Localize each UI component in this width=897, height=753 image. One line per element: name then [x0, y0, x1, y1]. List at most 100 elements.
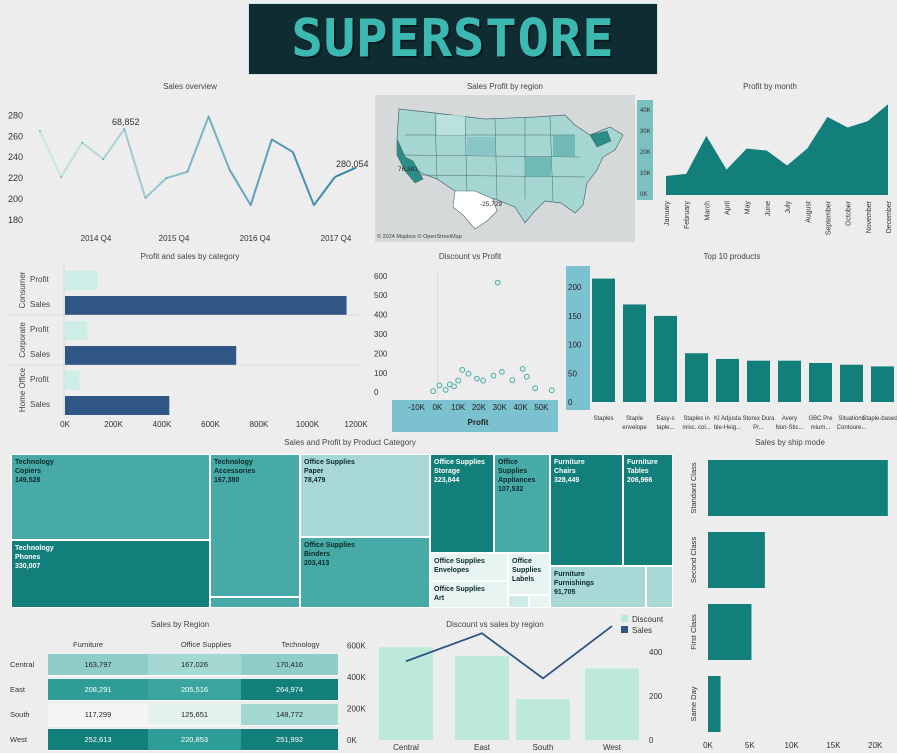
x-tick-label: 2017 Q4 — [321, 234, 352, 243]
y-tick-label: 260 — [8, 131, 23, 141]
line-segment — [334, 166, 357, 178]
product-label: Easy-s — [656, 416, 674, 422]
treemap-label: Paper — [304, 468, 324, 475]
line-segment — [186, 116, 210, 173]
treemap-label: Envelopes — [434, 567, 470, 574]
product-label: Situations — [838, 416, 864, 422]
line-segment — [144, 177, 168, 199]
y-tick-label-right: 400 — [649, 648, 663, 657]
table-column-header: Technology — [281, 640, 320, 649]
month-tick-label: March — [704, 201, 711, 221]
data-point — [60, 176, 62, 178]
treemap-label: Copiers — [15, 468, 42, 475]
discount-bar — [379, 647, 433, 740]
scatter-point — [451, 383, 457, 390]
measure-label: Sales — [30, 300, 50, 309]
table-row-label: Central — [10, 660, 35, 669]
sales-profit-map[interactable] — [375, 95, 665, 245]
treemap-cell-small — [646, 566, 673, 608]
product-bar — [747, 360, 770, 402]
x-tick-label: 0K — [60, 420, 70, 429]
treemap-label: Chairs — [554, 468, 576, 475]
treemap-value: 223,844 — [434, 477, 460, 484]
treemap-label: Office Supplies — [498, 459, 528, 475]
y-tick-label: 0 — [568, 398, 573, 407]
product-bar — [654, 315, 677, 402]
scatter-point — [473, 375, 480, 382]
treemap-label: Furniture — [554, 459, 585, 466]
treemap-value: 107,532 — [498, 486, 524, 493]
month-tick-label: August — [805, 201, 812, 223]
scatter-point — [509, 377, 516, 384]
top10-title: Top 10 products — [703, 252, 761, 261]
y-tick-label: 200 — [568, 283, 582, 292]
state-shading — [437, 115, 575, 177]
x-tick-label: 0K — [432, 403, 442, 412]
data-point — [355, 166, 357, 169]
line-segment — [81, 141, 104, 161]
ship-mode-label: Standard Class — [689, 462, 698, 514]
x-tick-label: 5K — [745, 741, 755, 750]
product-label: taple... — [656, 425, 674, 431]
y-tick-label: 240 — [8, 152, 23, 162]
profit-by-month-chart: January February March April May June July Augu… — [664, 104, 893, 235]
treemap-label: Art — [434, 595, 445, 602]
product-bar — [685, 353, 708, 402]
logo-text: SUPERSTORE — [291, 9, 615, 69]
sales-profit-region-title: Sales Profit by region — [466, 82, 544, 91]
table-row-label: West — [10, 735, 27, 744]
treemap-label: Storage — [434, 468, 461, 475]
scatter-point — [494, 279, 501, 286]
treemap-cell: Technology Accessories 167,380 — [210, 454, 300, 597]
x-axis-label: Profit — [468, 418, 489, 427]
y-tick-label: 100 — [374, 369, 388, 378]
measure-label: Sales — [30, 400, 50, 409]
x-tick-label: Central — [393, 743, 419, 752]
x-tick-label: 50K — [534, 403, 549, 412]
treemap-label: Technology — [214, 459, 253, 466]
y-tick-label: 280 — [8, 110, 23, 120]
scatter-point — [498, 368, 505, 375]
product-bar — [716, 358, 739, 402]
x-tick-label: -10K — [408, 403, 426, 412]
data-point — [102, 158, 104, 161]
x-tick-label: 800K — [250, 420, 269, 429]
month-tick-label: July — [785, 201, 792, 214]
treemap-title: Sales and Profit by Product Category — [284, 438, 416, 447]
x-tick-label: 2014 Q4 — [81, 234, 112, 243]
data-point — [228, 168, 231, 171]
scatter-point — [465, 370, 472, 377]
treemap-label: Appliances — [498, 477, 536, 484]
treemap-cell: Office Supplies Art — [430, 581, 508, 608]
product-label: Staple — [626, 416, 644, 422]
sales-by-region-title: Sales by Region — [150, 620, 210, 629]
product-bar — [840, 364, 863, 402]
y-tick-label: 400 — [374, 311, 388, 320]
line-segment — [271, 138, 294, 153]
treemap-label: Office Supplies — [304, 459, 355, 466]
product-bar — [592, 278, 615, 402]
x-tick-label: 1000K — [296, 420, 320, 429]
month-tick-label: October — [846, 200, 853, 226]
line-segment — [102, 128, 126, 160]
x-tick-label: 20K — [868, 741, 883, 750]
product-label: Staple-based... — [862, 416, 897, 422]
category-label: Consumer — [18, 271, 27, 308]
x-tick-label: 200K — [104, 420, 123, 429]
y-tick-label: 150 — [568, 312, 582, 321]
line-segment — [249, 139, 273, 206]
month-tick-label: November — [866, 200, 873, 233]
x-tick-label: 30K — [493, 403, 508, 412]
product-label: Contoure... — [837, 425, 867, 431]
data-point — [39, 130, 41, 132]
scatter-point — [480, 377, 487, 384]
treemap-label: Tables — [627, 468, 649, 475]
table-row-label: South — [10, 710, 30, 719]
product-label: Staples — [593, 416, 613, 422]
scatter-point — [436, 382, 443, 389]
scatter-point — [490, 372, 497, 379]
map-label-ca: 76,381 — [398, 166, 418, 173]
map-legend-tick: 10K — [640, 171, 651, 177]
table-cell: 170,416 — [241, 654, 338, 676]
treemap-cell-small — [508, 595, 529, 608]
